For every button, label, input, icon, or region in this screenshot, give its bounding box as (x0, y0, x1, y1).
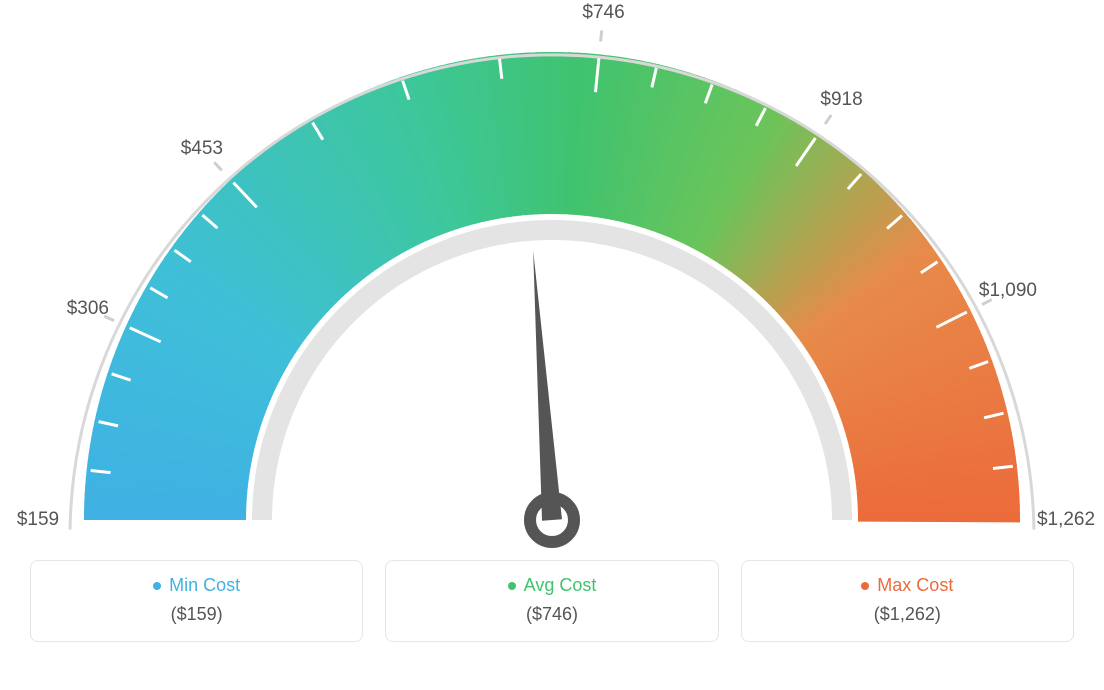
dot-icon-max (861, 582, 869, 590)
legend-title-min-text: Min Cost (169, 575, 240, 596)
legend-title-max: Max Cost (861, 575, 953, 596)
gauge-tick-label: $306 (67, 298, 109, 320)
legend-value-max: ($1,262) (752, 604, 1063, 625)
legend-title-max-text: Max Cost (877, 575, 953, 596)
legend-value-min: ($159) (41, 604, 352, 625)
gauge-tick-label: $159 (17, 509, 59, 531)
gauge-tick-label: $453 (181, 138, 223, 160)
gauge-tick-label: $918 (820, 89, 862, 111)
gauge-tick-label: $746 (582, 2, 624, 24)
dot-icon-avg (508, 582, 516, 590)
dot-icon-min (153, 582, 161, 590)
gauge-chart: $159 $306 $453 $746 $918 $1,090 $1,262 (0, 0, 1104, 560)
legend-card-avg: Avg Cost ($746) (385, 560, 718, 642)
legend-title-avg-text: Avg Cost (524, 575, 597, 596)
legend-card-min: Min Cost ($159) (30, 560, 363, 642)
gauge-svg (0, 0, 1104, 560)
legend-title-avg: Avg Cost (508, 575, 597, 596)
legend-row: Min Cost ($159) Avg Cost ($746) Max Cost… (0, 560, 1104, 642)
gauge-tick-label: $1,090 (979, 280, 1037, 302)
gauge-tick-label: $1,262 (1037, 509, 1095, 531)
legend-title-min: Min Cost (153, 575, 240, 596)
legend-value-avg: ($746) (396, 604, 707, 625)
legend-card-max: Max Cost ($1,262) (741, 560, 1074, 642)
